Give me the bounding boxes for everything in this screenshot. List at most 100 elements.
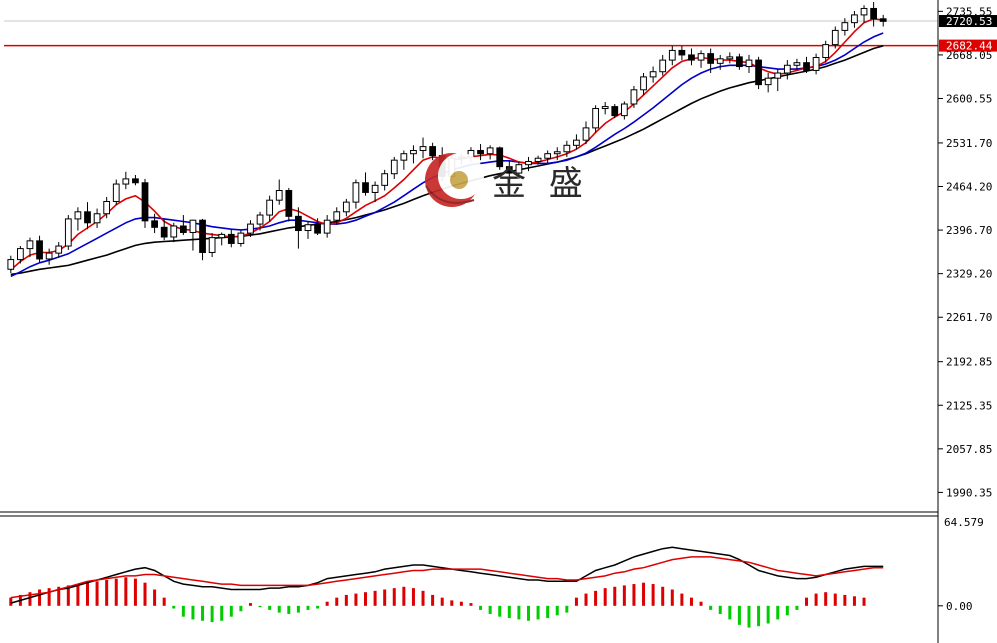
macd-histogram-bar <box>651 584 655 606</box>
candle-body <box>851 14 858 24</box>
macd-histogram-bar <box>498 605 502 617</box>
macd-histogram-bar <box>153 589 157 606</box>
candle-body <box>103 200 111 215</box>
jinsheng-logo-icon <box>425 153 484 207</box>
macd-histogram-bar <box>574 597 578 606</box>
macd-histogram-bar <box>364 592 368 606</box>
candle-body <box>573 139 580 146</box>
candle-body <box>256 214 264 225</box>
candle-body <box>592 108 599 129</box>
macd-histogram-bar <box>459 601 463 606</box>
macd-histogram-bar <box>421 590 425 606</box>
candle-body <box>764 77 772 86</box>
candle-body <box>697 53 705 61</box>
candle-body <box>55 245 63 254</box>
macd-histogram-bar <box>28 592 32 606</box>
macd-histogram-bar <box>296 605 300 613</box>
macd-histogram-bar <box>699 601 703 606</box>
y-tick-label: 2600.55 <box>946 92 992 105</box>
macd-histogram-bar <box>344 594 348 606</box>
candle-body <box>841 22 849 31</box>
macd-histogram-bar <box>709 605 713 610</box>
macd-histogram-bar <box>431 594 435 606</box>
macd-histogram-bar <box>133 578 137 606</box>
macd-histogram-bar <box>833 593 837 606</box>
y-tick-label: 1990.35 <box>946 486 992 499</box>
candle-body <box>707 53 715 64</box>
macd-histogram-bar <box>622 585 626 606</box>
candle-body <box>247 223 254 234</box>
macd-histogram-bar <box>584 593 588 606</box>
macd-y-tick-label: 0.00 <box>946 600 973 613</box>
y-tick-label: 2192.85 <box>946 356 992 369</box>
candle-body <box>419 146 427 151</box>
macd-histogram-bar <box>201 605 205 621</box>
candle-body <box>132 178 139 184</box>
macd-histogram-bar <box>536 605 540 620</box>
candle-body <box>112 183 120 202</box>
candle-body <box>189 219 197 233</box>
candle-body <box>496 147 504 168</box>
candle-body <box>688 54 695 61</box>
candle-body <box>534 157 542 162</box>
macd-histogram-bar <box>776 605 780 620</box>
candle-body <box>352 182 360 203</box>
candle-body <box>736 56 743 68</box>
candle-body <box>649 71 657 78</box>
macd-histogram-bar <box>95 581 99 606</box>
candle-body <box>726 56 734 60</box>
signal-line <box>10 556 884 599</box>
candle-body <box>429 146 436 157</box>
candle-body <box>525 160 532 166</box>
macd-histogram-bar <box>805 597 809 606</box>
level-price-label: 2682.44 <box>946 40 993 53</box>
macd-histogram-bar <box>469 603 473 606</box>
macd-histogram-bar <box>57 586 61 606</box>
candle-body <box>227 233 235 244</box>
macd-histogram-bar <box>191 605 195 620</box>
candle-body <box>793 62 801 66</box>
macd-histogram-bar <box>287 605 291 614</box>
candle-body <box>879 18 887 22</box>
macd-histogram-bar <box>143 582 147 606</box>
macd-histogram-bar <box>479 605 483 610</box>
macd-histogram-bar <box>814 593 818 606</box>
candle-body <box>151 220 158 228</box>
macd-y-tick-label: 64.579 <box>944 516 984 529</box>
candle-body <box>237 232 245 244</box>
macd-histogram-bar <box>718 605 722 614</box>
macd-histogram-bar <box>670 589 674 606</box>
macd-histogram-bar <box>383 589 387 606</box>
macd-histogram-bar <box>38 589 42 606</box>
candle-body <box>860 7 868 16</box>
macd-histogram-bar <box>258 605 262 608</box>
macd-histogram-bar <box>277 605 281 613</box>
macd-histogram-bar <box>210 605 214 623</box>
macd-histogram-bar <box>843 594 847 606</box>
macd-histogram-bar <box>603 588 607 606</box>
candle-body <box>285 190 293 217</box>
macd-histogram-bar <box>105 579 109 606</box>
candle-body <box>371 184 379 193</box>
candle-body <box>601 106 609 110</box>
macd-histogram-bar <box>248 603 252 606</box>
candle-body <box>783 64 791 74</box>
candle-body <box>505 166 513 174</box>
candle-body <box>611 106 619 117</box>
y-tick-label: 2125.35 <box>946 399 992 412</box>
candle-body <box>122 178 130 185</box>
macd-histogram-bar <box>689 597 693 606</box>
level-price-tag <box>939 39 997 52</box>
macd-histogram-bar <box>402 586 406 606</box>
macd-histogram-bar <box>440 597 444 606</box>
candle-body <box>74 211 82 220</box>
ma-fast-line <box>10 17 884 271</box>
candle-body <box>93 213 101 224</box>
candle-body <box>333 211 341 221</box>
candle-body <box>745 59 753 68</box>
macd-histogram-bar <box>766 605 770 624</box>
macd-histogram-bar <box>306 605 310 610</box>
candle-body <box>362 182 369 193</box>
macd-histogram-bar <box>613 586 617 606</box>
